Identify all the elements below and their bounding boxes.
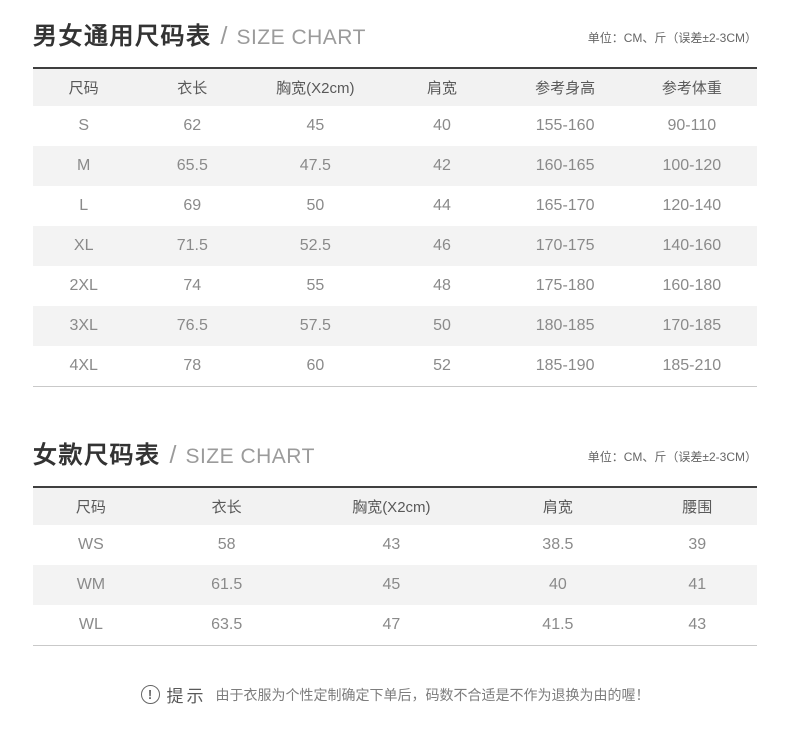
- notice-text: 由于衣服为个性定制确定下单后，码数不合适是不作为退换为由的喔！: [215, 686, 650, 703]
- value-cell: 46: [433, 237, 451, 254]
- size-table-unisex: 尺码 衣长 胸宽(X2cm) 肩宽 参考身高 参考体重 S 62 45 40 155-160 90-…: [33, 67, 757, 387]
- value-cell: 160-165: [535, 157, 595, 174]
- section-women: 女款尺码表 / SIZE CHART 单位：CM、斤（误差±2-3CM） 尺码衣…: [33, 435, 757, 646]
- value-cell: 43: [688, 616, 707, 633]
- column-header: 尺码: [33, 487, 149, 525]
- value-cell: 120-140: [662, 197, 722, 214]
- value-cell: 160-180: [662, 277, 722, 294]
- table-row: 2XL 74 55 48 175-180 160-180: [33, 266, 757, 306]
- table-row: WL 63.5 47 41.5 43: [33, 605, 757, 646]
- title-separator: /: [169, 441, 177, 469]
- column-header: 肩宽: [478, 487, 638, 525]
- value-cell: 43: [382, 536, 401, 553]
- value-cell: 175-180: [535, 277, 595, 294]
- size-cell: WS: [78, 536, 104, 553]
- value-cell: 45: [306, 117, 325, 134]
- value-cell: 165-170: [535, 197, 595, 214]
- notice-label: 提示: [166, 687, 207, 706]
- table-row: M 65.5 47.5 42 160-165 100-120: [33, 146, 757, 186]
- table-row: WS 58 43 38.5 39: [33, 525, 757, 565]
- value-cell: 185-190: [535, 357, 595, 374]
- value-cell: 52.5: [299, 237, 331, 254]
- column-header: 参考体重: [626, 68, 757, 106]
- value-cell: 55: [306, 277, 325, 294]
- section-title-en: SIZE CHART: [185, 445, 315, 468]
- section-header-unisex: 男女通用尺码表 / SIZE CHART 单位：CM、斤（误差±2-3CM）: [33, 16, 757, 51]
- size-cell: 2XL: [69, 277, 98, 294]
- table-row: XL 71.5 52.5 46 170-175 140-160: [33, 226, 757, 266]
- unit-label: 单位：CM、斤（误差±2-3CM）: [587, 31, 757, 45]
- value-cell: 40: [548, 576, 567, 593]
- column-header: 尺码: [33, 68, 135, 106]
- value-cell: 62: [183, 117, 202, 134]
- value-cell: 52: [433, 357, 451, 374]
- value-cell: 71.5: [176, 237, 208, 254]
- title-separator: /: [220, 22, 228, 50]
- value-cell: 47: [382, 616, 401, 633]
- size-cell: 3XL: [69, 317, 98, 334]
- size-cell: WL: [78, 616, 103, 633]
- column-header: 肩宽: [380, 68, 504, 106]
- size-chart-page: 男女通用尺码表 / SIZE CHART 单位：CM、斤（误差±2-3CM） 尺…: [33, 16, 757, 707]
- value-cell: 74: [183, 277, 202, 294]
- value-cell: 76.5: [176, 317, 208, 334]
- value-cell: 41: [688, 576, 707, 593]
- value-cell: 40: [433, 117, 451, 134]
- value-cell: 57.5: [299, 317, 331, 334]
- size-cell: S: [78, 117, 90, 134]
- column-header: 腰围: [637, 487, 757, 525]
- size-cell: 4XL: [69, 357, 98, 374]
- value-cell: 42: [433, 157, 451, 174]
- notice-bar: ! 提示 由于衣服为个性定制确定下单后，码数不合适是不作为退换为由的喔！: [33, 682, 757, 707]
- value-cell: 47.5: [299, 157, 331, 174]
- column-header: 胸宽(X2cm): [250, 68, 381, 106]
- value-cell: 48: [433, 277, 451, 294]
- value-cell: 90-110: [667, 117, 717, 134]
- value-cell: 60: [306, 357, 325, 374]
- value-cell: 63.5: [211, 616, 243, 633]
- value-cell: 69: [183, 197, 202, 214]
- size-cell: L: [79, 197, 89, 214]
- value-cell: 39: [688, 536, 707, 553]
- section-header-women: 女款尺码表 / SIZE CHART 单位：CM、斤（误差±2-3CM）: [33, 435, 757, 470]
- column-header: 衣长: [134, 68, 251, 106]
- table-row: S 62 45 40 155-160 90-110: [33, 106, 757, 146]
- exclamation-circle-icon: !: [140, 685, 160, 704]
- section-title-en: SIZE CHART: [236, 26, 366, 49]
- value-cell: 44: [433, 197, 451, 214]
- value-cell: 41.5: [542, 616, 574, 633]
- unit-label: 单位：CM、斤（误差±2-3CM）: [587, 450, 757, 464]
- table-header-row: 尺码 衣长 胸宽(X2cm) 肩宽 参考身高 参考体重: [33, 68, 757, 106]
- value-cell: 180-185: [535, 317, 595, 334]
- table-row: L 69 50 44 165-170 120-140: [33, 186, 757, 226]
- value-cell: 140-160: [662, 237, 722, 254]
- size-table-women: 尺码 衣长 胸宽(X2cm) 肩宽 腰围 WS 58 43 38.5 39 WM 61.5 45 40 4…: [33, 486, 757, 646]
- table-header-row: 尺码 衣长 胸宽(X2cm) 肩宽 腰围: [33, 487, 757, 525]
- size-cell: XL: [73, 237, 94, 254]
- value-cell: 61.5: [211, 576, 243, 593]
- section-title-cn: 男女通用尺码表: [33, 23, 212, 50]
- column-header: 胸宽(X2cm): [304, 487, 479, 525]
- value-cell: 185-210: [662, 357, 722, 374]
- table-row: 3XL 76.5 57.5 50 180-185 170-185: [33, 306, 757, 346]
- section-title-cn: 女款尺码表: [33, 442, 161, 469]
- value-cell: 100-120: [662, 157, 722, 174]
- value-cell: 170-185: [662, 317, 722, 334]
- table-row: WM 61.5 45 40 41: [33, 565, 757, 605]
- size-cell: M: [77, 157, 91, 174]
- value-cell: 50: [306, 197, 325, 214]
- value-cell: 38.5: [542, 536, 574, 553]
- value-cell: 58: [217, 536, 236, 553]
- section-unisex: 男女通用尺码表 / SIZE CHART 单位：CM、斤（误差±2-3CM） 尺…: [33, 16, 757, 387]
- value-cell: 78: [183, 357, 202, 374]
- column-header: 参考身高: [503, 68, 627, 106]
- value-cell: 170-175: [535, 237, 595, 254]
- size-cell: WM: [76, 576, 106, 593]
- value-cell: 50: [433, 317, 451, 334]
- value-cell: 45: [382, 576, 401, 593]
- column-header: 衣长: [148, 487, 305, 525]
- table-row: 4XL 78 60 52 185-190 185-210: [33, 346, 757, 387]
- value-cell: 155-160: [535, 117, 595, 134]
- value-cell: 65.5: [176, 157, 208, 174]
